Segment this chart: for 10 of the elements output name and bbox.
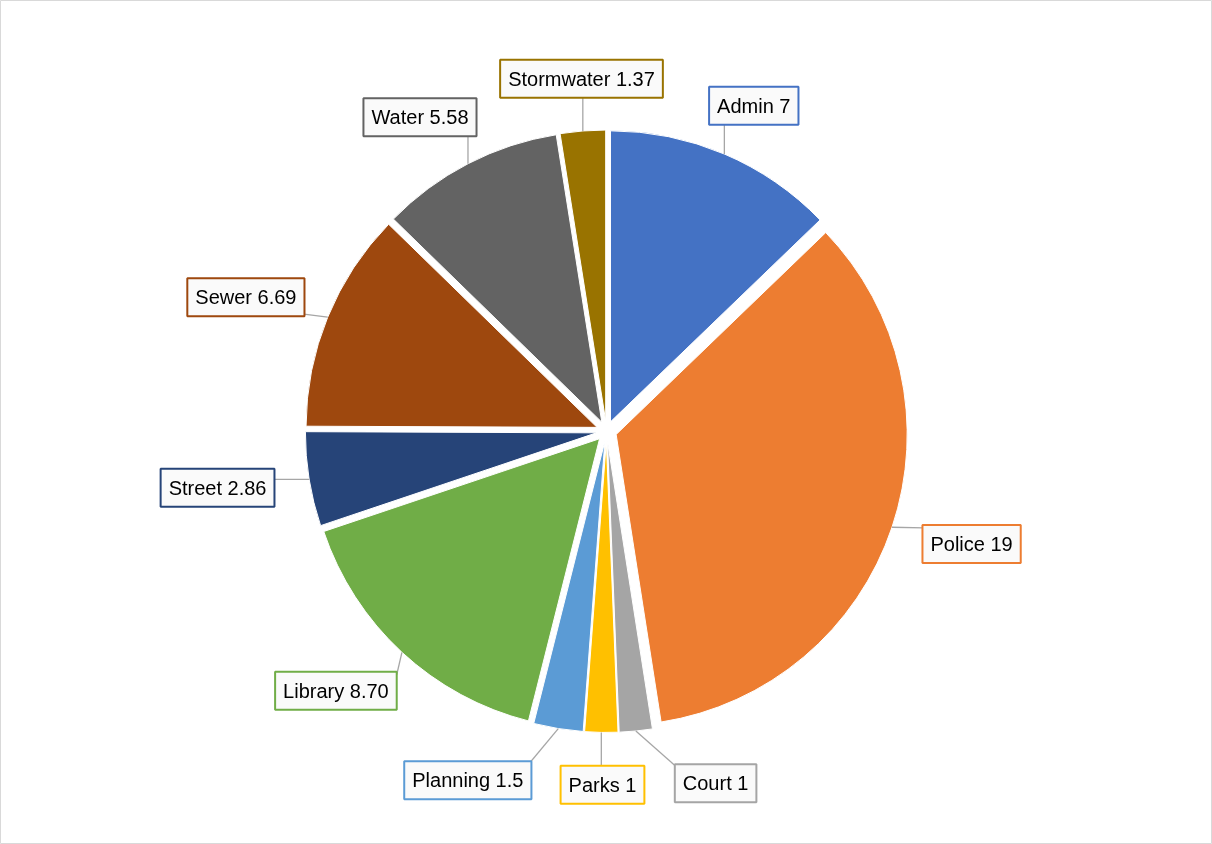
slice-label: Admin 7 (717, 94, 791, 117)
slice-label: Court 1 (682, 772, 749, 795)
slice-label: Water 5.58 (371, 106, 469, 129)
slice-label: Street 2.86 (168, 476, 267, 499)
slice-label: Stormwater 1.37 (508, 67, 655, 90)
slice-label: Library 8.70 (283, 679, 389, 702)
slice-label: Police 19 (930, 532, 1013, 555)
slice-label: Planning 1.5 (412, 769, 524, 792)
slice-label: Parks 1 (568, 773, 637, 796)
slice-label: Sewer 6.69 (195, 286, 297, 309)
